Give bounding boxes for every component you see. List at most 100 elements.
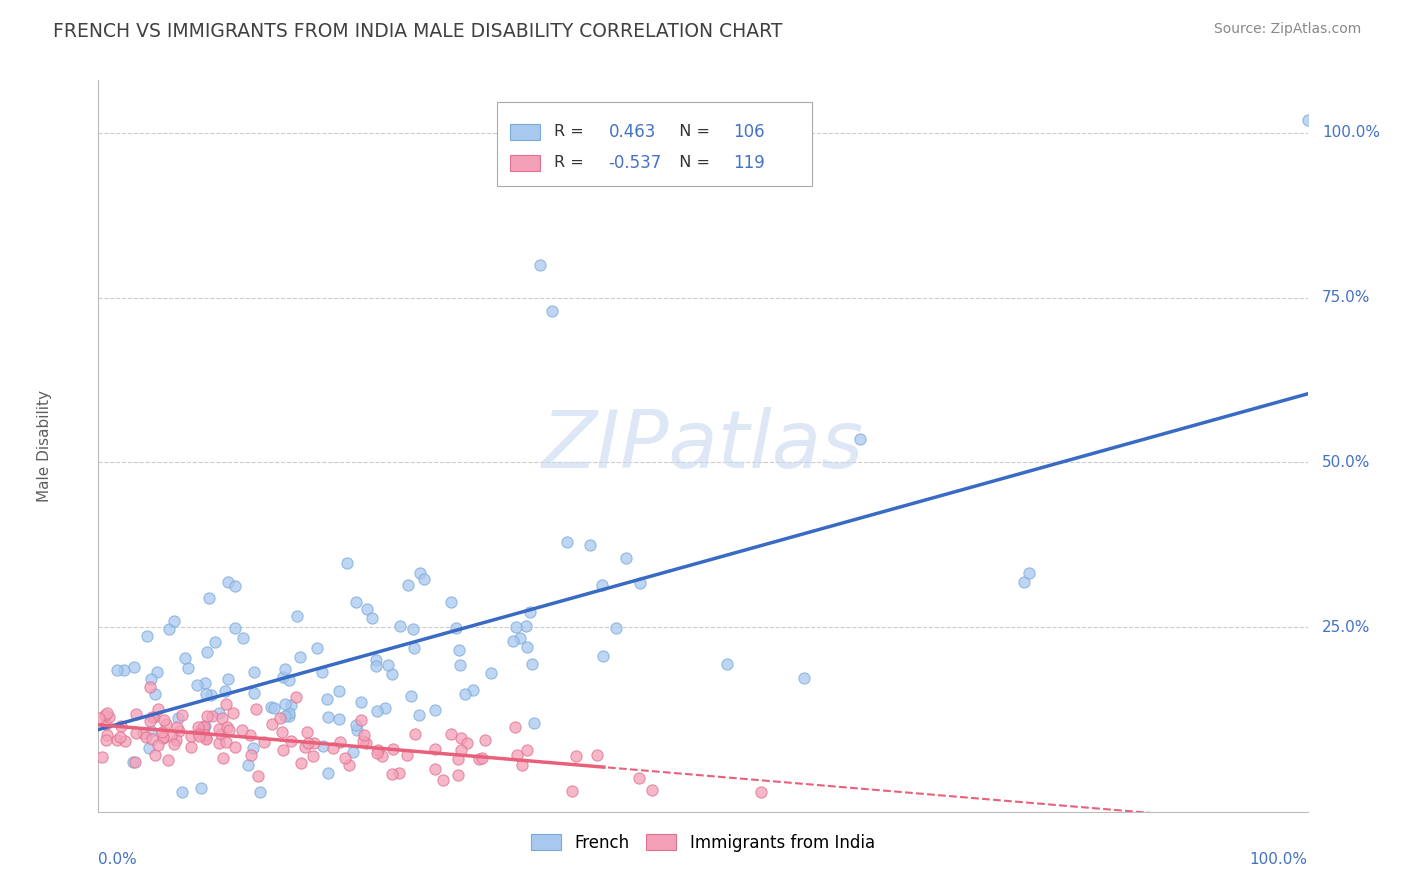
Point — [242, 741, 264, 756]
Point — [247, 769, 270, 783]
Point — [389, 619, 412, 633]
Point — [285, 609, 308, 624]
Text: N =: N = — [669, 124, 716, 139]
Point — [211, 751, 233, 765]
Text: 0.0%: 0.0% — [98, 852, 138, 867]
Point — [249, 785, 271, 799]
Point — [585, 747, 607, 762]
Point — [90, 750, 112, 764]
Point — [628, 576, 651, 591]
Point — [329, 735, 352, 749]
Point — [297, 736, 319, 750]
Point — [627, 771, 650, 785]
Point — [555, 534, 578, 549]
Point — [1296, 112, 1319, 127]
Point — [217, 575, 239, 590]
Point — [94, 716, 117, 731]
Point — [180, 739, 202, 754]
Point — [316, 692, 339, 706]
Point — [243, 665, 266, 679]
Point — [236, 758, 259, 772]
Point — [297, 724, 319, 739]
Point — [312, 739, 335, 753]
Point — [356, 601, 378, 615]
Point — [440, 727, 463, 741]
Point — [193, 720, 215, 734]
Point — [302, 736, 325, 750]
Point — [377, 658, 399, 673]
Text: R =: R = — [554, 155, 589, 170]
Point — [316, 766, 339, 780]
Point — [404, 726, 426, 740]
Point — [186, 678, 208, 692]
Point — [353, 728, 375, 742]
Point — [302, 748, 325, 763]
Point — [153, 713, 176, 727]
Point — [374, 701, 396, 715]
Point — [395, 748, 418, 763]
Point — [195, 732, 218, 747]
Point — [239, 728, 262, 742]
Point — [135, 730, 157, 744]
Point — [143, 747, 166, 762]
Point — [505, 620, 527, 634]
Point — [172, 785, 194, 799]
Point — [641, 783, 664, 797]
Point — [337, 758, 360, 772]
Point — [399, 689, 422, 703]
Point — [211, 711, 233, 725]
Point — [523, 715, 546, 730]
Point — [592, 649, 614, 664]
Point — [197, 591, 219, 606]
Point — [540, 304, 562, 318]
Point — [1012, 574, 1035, 589]
Point — [849, 433, 872, 447]
Point — [124, 755, 146, 769]
Point — [294, 739, 316, 754]
Text: 25.0%: 25.0% — [1322, 620, 1371, 635]
Point — [108, 730, 131, 744]
Bar — [509, 124, 540, 140]
Point — [194, 728, 217, 742]
Point — [157, 753, 180, 767]
Text: 50.0%: 50.0% — [1322, 455, 1371, 470]
Point — [515, 618, 537, 632]
Point — [143, 687, 166, 701]
Point — [474, 733, 496, 747]
Point — [172, 707, 194, 722]
Point — [194, 676, 217, 690]
Point — [166, 732, 188, 747]
Point — [136, 629, 159, 643]
Point — [141, 710, 163, 724]
Point — [209, 726, 232, 740]
Point — [346, 723, 368, 738]
Point — [105, 663, 128, 677]
Point — [139, 680, 162, 694]
Point — [146, 665, 169, 680]
Point — [274, 697, 297, 711]
Point — [516, 640, 538, 655]
Point — [274, 708, 297, 723]
Point — [260, 716, 283, 731]
Point — [122, 659, 145, 673]
Point — [328, 712, 350, 726]
Point — [197, 645, 219, 659]
Point — [110, 719, 132, 733]
Point — [605, 621, 627, 635]
Point — [195, 731, 218, 745]
Point — [381, 666, 404, 681]
Point — [201, 708, 224, 723]
Point — [322, 741, 344, 756]
Text: 0.463: 0.463 — [609, 123, 657, 141]
Point — [288, 649, 311, 664]
Point — [152, 731, 174, 745]
Point — [217, 672, 239, 686]
Point — [94, 708, 117, 723]
Point — [402, 622, 425, 636]
Point — [381, 767, 404, 781]
Point — [222, 706, 245, 720]
Point — [204, 634, 226, 648]
Point — [423, 762, 446, 776]
Point — [224, 579, 246, 593]
Point — [361, 611, 384, 625]
